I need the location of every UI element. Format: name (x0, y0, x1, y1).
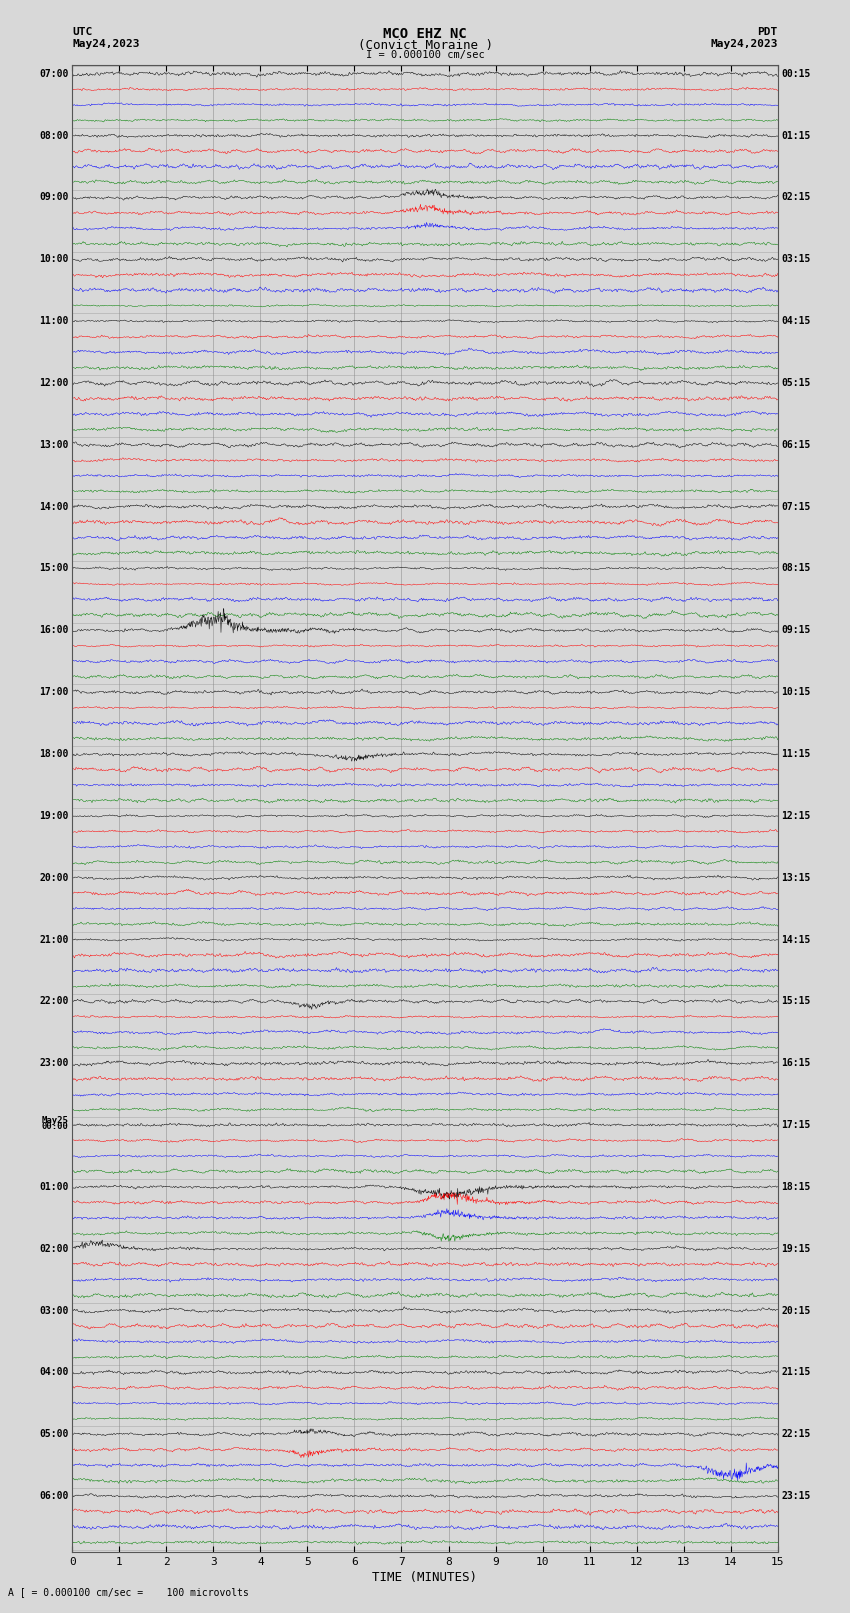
Text: 13:00: 13:00 (39, 440, 69, 450)
Text: I = 0.000100 cm/sec: I = 0.000100 cm/sec (366, 50, 484, 60)
Text: 17:00: 17:00 (39, 687, 69, 697)
Text: 20:00: 20:00 (39, 873, 69, 882)
Text: 07:15: 07:15 (781, 502, 811, 511)
Text: 12:15: 12:15 (781, 811, 811, 821)
Text: 18:00: 18:00 (39, 748, 69, 760)
Text: 16:00: 16:00 (39, 626, 69, 636)
Text: 15:15: 15:15 (781, 997, 811, 1007)
Text: 03:15: 03:15 (781, 255, 811, 265)
Text: (Convict Moraine ): (Convict Moraine ) (358, 39, 492, 52)
Text: 19:15: 19:15 (781, 1244, 811, 1253)
Text: 02:00: 02:00 (39, 1244, 69, 1253)
Text: 19:00: 19:00 (39, 811, 69, 821)
Text: 23:15: 23:15 (781, 1490, 811, 1502)
Text: MCO EHZ NC: MCO EHZ NC (383, 27, 467, 42)
Text: 04:15: 04:15 (781, 316, 811, 326)
Text: 00:15: 00:15 (781, 69, 811, 79)
Text: May24,2023: May24,2023 (72, 39, 139, 48)
Text: 18:15: 18:15 (781, 1182, 811, 1192)
Text: 16:15: 16:15 (781, 1058, 811, 1068)
Text: 08:15: 08:15 (781, 563, 811, 574)
Text: 04:00: 04:00 (39, 1368, 69, 1378)
Text: 12:00: 12:00 (39, 377, 69, 389)
Text: 21:15: 21:15 (781, 1368, 811, 1378)
Text: May24,2023: May24,2023 (711, 39, 778, 48)
Text: 20:15: 20:15 (781, 1305, 811, 1316)
Text: PDT: PDT (757, 27, 778, 37)
Text: 01:00: 01:00 (39, 1182, 69, 1192)
Text: 22:15: 22:15 (781, 1429, 811, 1439)
Text: May25: May25 (42, 1116, 69, 1124)
Text: 13:15: 13:15 (781, 873, 811, 882)
Text: 14:15: 14:15 (781, 934, 811, 945)
Text: 15:00: 15:00 (39, 563, 69, 574)
Text: 05:00: 05:00 (39, 1429, 69, 1439)
Text: 06:00: 06:00 (39, 1490, 69, 1502)
Text: 11:15: 11:15 (781, 748, 811, 760)
Text: 10:15: 10:15 (781, 687, 811, 697)
Text: 09:00: 09:00 (39, 192, 69, 203)
Text: 21:00: 21:00 (39, 934, 69, 945)
Text: 22:00: 22:00 (39, 997, 69, 1007)
Text: 14:00: 14:00 (39, 502, 69, 511)
Text: 07:00: 07:00 (39, 69, 69, 79)
Text: 23:00: 23:00 (39, 1058, 69, 1068)
Text: 10:00: 10:00 (39, 255, 69, 265)
Text: UTC: UTC (72, 27, 93, 37)
Text: A [ = 0.000100 cm/sec =    100 microvolts: A [ = 0.000100 cm/sec = 100 microvolts (8, 1587, 249, 1597)
Text: 01:15: 01:15 (781, 131, 811, 140)
Text: 06:15: 06:15 (781, 440, 811, 450)
Text: 08:00: 08:00 (39, 131, 69, 140)
Text: 02:15: 02:15 (781, 192, 811, 203)
X-axis label: TIME (MINUTES): TIME (MINUTES) (372, 1571, 478, 1584)
Text: 00:00: 00:00 (42, 1123, 69, 1131)
Text: 03:00: 03:00 (39, 1305, 69, 1316)
Text: 17:15: 17:15 (781, 1119, 811, 1131)
Text: 05:15: 05:15 (781, 377, 811, 389)
Text: 11:00: 11:00 (39, 316, 69, 326)
Text: 09:15: 09:15 (781, 626, 811, 636)
